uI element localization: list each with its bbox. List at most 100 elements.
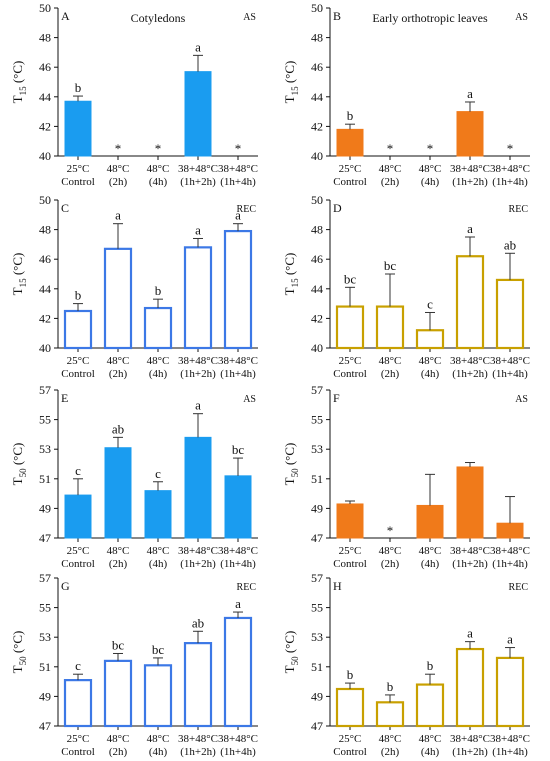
significance-letter: bc xyxy=(344,271,357,286)
significance-letter: bc xyxy=(232,442,245,457)
x-tick-label: (1h+4h) xyxy=(220,368,256,380)
significance-letter: bc xyxy=(152,642,165,657)
panel-tag: REC xyxy=(509,204,529,215)
y-tick-label: 53 xyxy=(39,630,51,644)
bar xyxy=(495,278,525,350)
bar xyxy=(375,701,405,728)
x-tick-label: 25°C xyxy=(339,733,362,745)
y-tick-label: 47 xyxy=(39,719,51,733)
x-tick-label: (1h+4h) xyxy=(492,558,528,570)
significance-letter: a xyxy=(235,208,241,223)
x-tick-label: 48°C xyxy=(419,733,442,745)
x-tick-label: 38+48°C xyxy=(490,163,530,175)
x-tick-label: (2h) xyxy=(109,558,128,570)
significance-letter: b xyxy=(75,80,82,95)
y-axis-label: T50 (°C) xyxy=(282,443,300,486)
missing-marker: * xyxy=(387,141,394,156)
panel-letter: A xyxy=(61,9,70,23)
x-tick-label: Control xyxy=(333,558,367,570)
y-tick-label: 50 xyxy=(311,193,323,207)
bar xyxy=(335,687,365,728)
x-tick-label: 25°C xyxy=(67,545,90,557)
x-tick-label: (1h+2h) xyxy=(452,176,488,188)
x-tick-label: (1h+4h) xyxy=(220,558,256,570)
significance-letter: ab xyxy=(192,615,204,630)
x-tick-label: 48°C xyxy=(147,355,170,367)
bar xyxy=(184,436,212,539)
significance-letter: c xyxy=(75,463,81,478)
x-tick-label: 48°C xyxy=(147,163,170,175)
x-tick-label: 48°C xyxy=(379,545,402,557)
y-tick-label: 50 xyxy=(311,1,323,15)
y-tick-label: 55 xyxy=(39,413,51,427)
y-tick-label: 48 xyxy=(39,31,51,45)
significance-letter: c xyxy=(155,466,161,481)
significance-letter: ab xyxy=(112,421,124,436)
x-tick-label: 48°C xyxy=(379,355,402,367)
significance-letter: a xyxy=(467,221,473,236)
x-tick-label: (2h) xyxy=(381,746,400,758)
bar xyxy=(456,111,484,157)
x-tick-label: Control xyxy=(61,368,95,380)
bar xyxy=(104,447,132,539)
y-axis-label: T15 (°C) xyxy=(10,253,28,296)
significance-letter: b xyxy=(427,658,434,673)
x-tick-label: (4h) xyxy=(421,746,440,758)
significance-letter: bc xyxy=(112,637,125,652)
x-tick-label: 38+48°C xyxy=(178,163,218,175)
y-tick-label: 46 xyxy=(39,60,51,74)
bar xyxy=(375,305,405,350)
x-tick-label: (4h) xyxy=(149,368,168,380)
y-tick-label: 50 xyxy=(39,193,51,207)
x-tick-label: (1h+2h) xyxy=(452,746,488,758)
y-tick-label: 51 xyxy=(311,472,323,486)
x-tick-label: 38+48°C xyxy=(490,355,530,367)
y-tick-label: 44 xyxy=(311,282,323,296)
panel-tag: AS xyxy=(243,12,256,23)
x-tick-label: (2h) xyxy=(381,368,400,380)
panel-tag: AS xyxy=(243,394,256,405)
bar xyxy=(496,522,524,539)
y-tick-label: 55 xyxy=(311,413,323,427)
x-tick-label: 38+48°C xyxy=(450,163,490,175)
significance-letter: c xyxy=(75,658,81,673)
panel-title: Cotyledons xyxy=(131,11,186,25)
y-tick-label: 47 xyxy=(39,531,51,545)
y-tick-label: 51 xyxy=(39,660,51,674)
x-tick-label: (1h+2h) xyxy=(180,558,216,570)
bar xyxy=(455,647,485,728)
x-tick-label: 48°C xyxy=(107,163,130,175)
panel-title: Early orthotropic leaves xyxy=(372,11,488,25)
bar xyxy=(223,229,253,350)
x-tick-label: 48°C xyxy=(107,733,130,745)
y-tick-label: 51 xyxy=(39,472,51,486)
x-tick-label: 38+48°C xyxy=(178,545,218,557)
y-tick-label: 47 xyxy=(311,531,323,545)
y-tick-label: 42 xyxy=(39,119,51,133)
y-tick-label: 48 xyxy=(311,223,323,237)
bar xyxy=(183,642,213,728)
x-tick-label: 48°C xyxy=(379,163,402,175)
significance-letter: ab xyxy=(504,237,516,252)
significance-letter: b xyxy=(155,283,162,298)
y-tick-label: 53 xyxy=(39,442,51,456)
bar xyxy=(143,306,173,350)
x-tick-label: (1h+2h) xyxy=(452,558,488,570)
x-tick-label: (2h) xyxy=(381,176,400,188)
x-tick-label: Control xyxy=(61,558,95,570)
x-tick-label: 25°C xyxy=(67,733,90,745)
bar xyxy=(336,503,364,539)
panel-tag: AS xyxy=(515,394,528,405)
panel-letter: E xyxy=(61,391,68,405)
y-tick-label: 49 xyxy=(39,689,51,703)
missing-marker: * xyxy=(115,141,122,156)
y-tick-label: 49 xyxy=(39,501,51,515)
y-tick-label: 55 xyxy=(311,601,323,615)
x-tick-label: 38+48°C xyxy=(218,355,258,367)
y-tick-label: 49 xyxy=(311,501,323,515)
panel-letter: F xyxy=(333,391,340,405)
bar xyxy=(224,475,252,539)
x-tick-label: Control xyxy=(61,746,95,758)
y-tick-label: 46 xyxy=(311,60,323,74)
